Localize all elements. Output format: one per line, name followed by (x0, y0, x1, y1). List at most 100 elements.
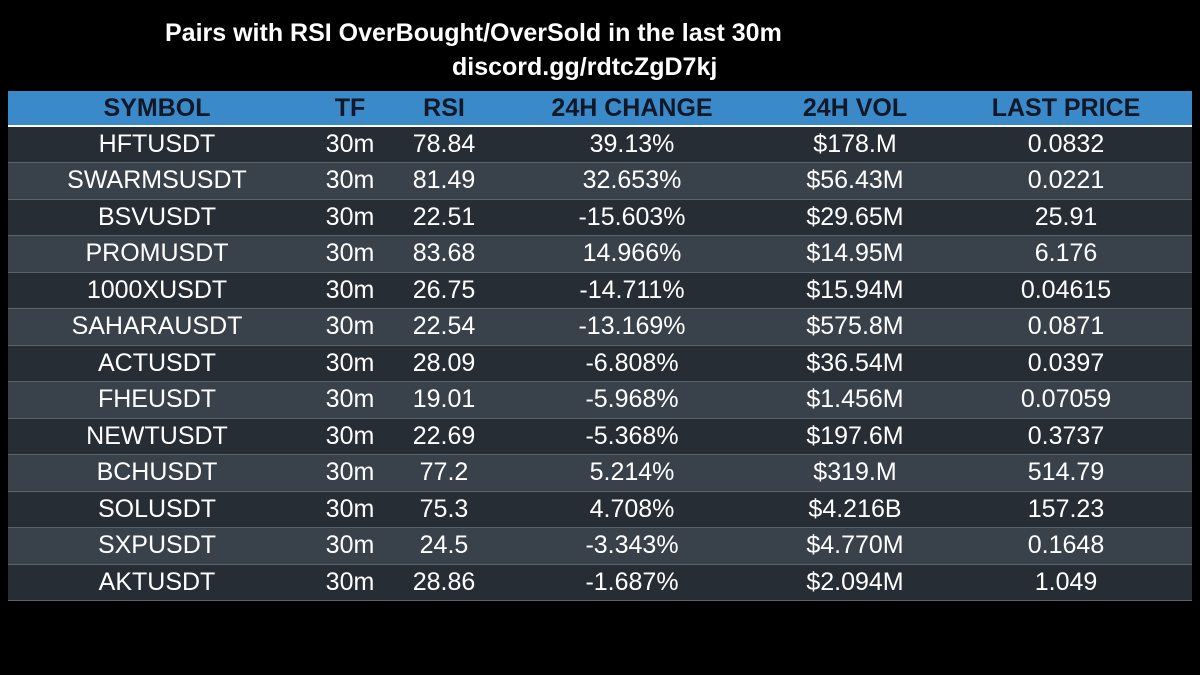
volume-cell: $575.8M (770, 308, 940, 346)
price-cell: 25.91 (940, 199, 1192, 236)
table-row: BCHUSDT 30m 77.2 5.214% $319.M 514.79 (8, 454, 1192, 492)
table-header-row: SYMBOL TF RSI 24H CHANGE 24H VOL LAST PR… (8, 91, 1192, 127)
volume-cell: $15.94M (770, 272, 940, 309)
tf-cell: 30m (306, 162, 394, 200)
symbol-cell: BSVUSDT (8, 199, 306, 236)
tf-cell: 30m (306, 308, 394, 346)
symbol-cell: BCHUSDT (8, 454, 306, 492)
symbol-cell: FHEUSDT (8, 381, 306, 419)
table-row: 1000XUSDT 30m 26.75 -14.711% $15.94M 0.04615 (8, 272, 1192, 309)
symbol-cell: SAHARAUSDT (8, 308, 306, 346)
price-cell: 1.049 (940, 564, 1192, 601)
symbol-cell: HFTUSDT (8, 126, 306, 163)
rsi-cell: 28.09 (394, 345, 494, 382)
table-row: SAHARAUSDT 30m 22.54 -13.169% $575.8M 0.0871 (8, 308, 1192, 346)
rsi-cell: 28.86 (394, 564, 494, 601)
rsi-cell: 24.5 (394, 527, 494, 565)
price-cell: 0.07059 (940, 381, 1192, 419)
change-cell: 32.653% (494, 162, 770, 200)
column-header-last-price: LAST PRICE (940, 91, 1192, 127)
column-header-24h-change: 24H CHANGE (494, 91, 770, 127)
price-cell: 0.3737 (940, 418, 1192, 455)
symbol-cell: SWARMSUSDT (8, 162, 306, 200)
price-cell: 0.1648 (940, 527, 1192, 565)
tf-cell: 30m (306, 126, 394, 163)
change-cell: -15.603% (494, 199, 770, 236)
change-cell: 14.966% (494, 235, 770, 273)
volume-cell: $2.094M (770, 564, 940, 601)
rsi-pairs-table: SYMBOL TF RSI 24H CHANGE 24H VOL LAST PR… (8, 91, 1192, 601)
column-header-tf: TF (306, 91, 394, 127)
tf-cell: 30m (306, 235, 394, 273)
table-row: SXPUSDT 30m 24.5 -3.343% $4.770M 0.1648 (8, 527, 1192, 565)
tf-cell: 30m (306, 418, 394, 455)
tf-cell: 30m (306, 272, 394, 309)
tf-cell: 30m (306, 345, 394, 382)
table-row: ACTUSDT 30m 28.09 -6.808% $36.54M 0.0397 (8, 345, 1192, 382)
volume-cell: $319.M (770, 454, 940, 492)
column-header-rsi: RSI (394, 91, 494, 127)
symbol-cell: AKTUSDT (8, 564, 306, 601)
tf-cell: 30m (306, 491, 394, 528)
page-title: Pairs with RSI OverBought/OverSold in th… (165, 19, 782, 47)
volume-cell: $56.43M (770, 162, 940, 200)
price-cell: 6.176 (940, 235, 1192, 273)
rsi-cell: 78.84 (394, 126, 494, 163)
rsi-cell: 19.01 (394, 381, 494, 419)
table-row: NEWTUSDT 30m 22.69 -5.368% $197.6M 0.3737 (8, 418, 1192, 455)
table-row: AKTUSDT 30m 28.86 -1.687% $2.094M 1.049 (8, 564, 1192, 601)
symbol-cell: SOLUSDT (8, 491, 306, 528)
tf-cell: 30m (306, 564, 394, 601)
price-cell: 0.0871 (940, 308, 1192, 346)
column-header-symbol: SYMBOL (8, 91, 306, 127)
change-cell: 5.214% (494, 454, 770, 492)
volume-cell: $178.M (770, 126, 940, 163)
tf-cell: 30m (306, 527, 394, 565)
table-row: HFTUSDT 30m 78.84 39.13% $178.M 0.0832 (8, 126, 1192, 163)
price-cell: 0.0221 (940, 162, 1192, 200)
symbol-cell: ACTUSDT (8, 345, 306, 382)
rsi-cell: 22.54 (394, 308, 494, 346)
tf-cell: 30m (306, 199, 394, 236)
rsi-cell: 83.68 (394, 235, 494, 273)
rsi-cell: 75.3 (394, 491, 494, 528)
symbol-cell: 1000XUSDT (8, 272, 306, 309)
rsi-cell: 22.51 (394, 199, 494, 236)
tf-cell: 30m (306, 454, 394, 492)
change-cell: -14.711% (494, 272, 770, 309)
symbol-cell: PROMUSDT (8, 235, 306, 273)
symbol-cell: NEWTUSDT (8, 418, 306, 455)
price-cell: 157.23 (940, 491, 1192, 528)
column-header-24h-vol: 24H VOL (770, 91, 940, 127)
table-row: SOLUSDT 30m 75.3 4.708% $4.216B 157.23 (8, 491, 1192, 528)
volume-cell: $197.6M (770, 418, 940, 455)
change-cell: -3.343% (494, 527, 770, 565)
volume-cell: $4.216B (770, 491, 940, 528)
change-cell: 4.708% (494, 491, 770, 528)
rsi-cell: 26.75 (394, 272, 494, 309)
symbol-cell: SXPUSDT (8, 527, 306, 565)
rsi-cell: 22.69 (394, 418, 494, 455)
rsi-cell: 77.2 (394, 454, 494, 492)
table-body: HFTUSDT 30m 78.84 39.13% $178.M 0.0832 SWARMSU… (8, 126, 1192, 601)
table-row: SWARMSUSDT 30m 81.49 32.653% $56.43M 0.0221 (8, 162, 1192, 200)
table-row: PROMUSDT 30m 83.68 14.966% $14.95M 6.176 (8, 235, 1192, 273)
rsi-cell: 81.49 (394, 162, 494, 200)
volume-cell: $4.770M (770, 527, 940, 565)
change-cell: -6.808% (494, 345, 770, 382)
change-cell: -1.687% (494, 564, 770, 601)
price-cell: 0.0832 (940, 126, 1192, 163)
volume-cell: $14.95M (770, 235, 940, 273)
change-cell: -5.968% (494, 381, 770, 419)
volume-cell: $36.54M (770, 345, 940, 382)
price-cell: 514.79 (940, 454, 1192, 492)
change-cell: -13.169% (494, 308, 770, 346)
tf-cell: 30m (306, 381, 394, 419)
table-row: FHEUSDT 30m 19.01 -5.968% $1.456M 0.07059 (8, 381, 1192, 419)
volume-cell: $1.456M (770, 381, 940, 419)
price-cell: 0.04615 (940, 272, 1192, 309)
change-cell: 39.13% (494, 126, 770, 163)
table-row: BSVUSDT 30m 22.51 -15.603% $29.65M 25.91 (8, 199, 1192, 236)
change-cell: -5.368% (494, 418, 770, 455)
volume-cell: $29.65M (770, 199, 940, 236)
